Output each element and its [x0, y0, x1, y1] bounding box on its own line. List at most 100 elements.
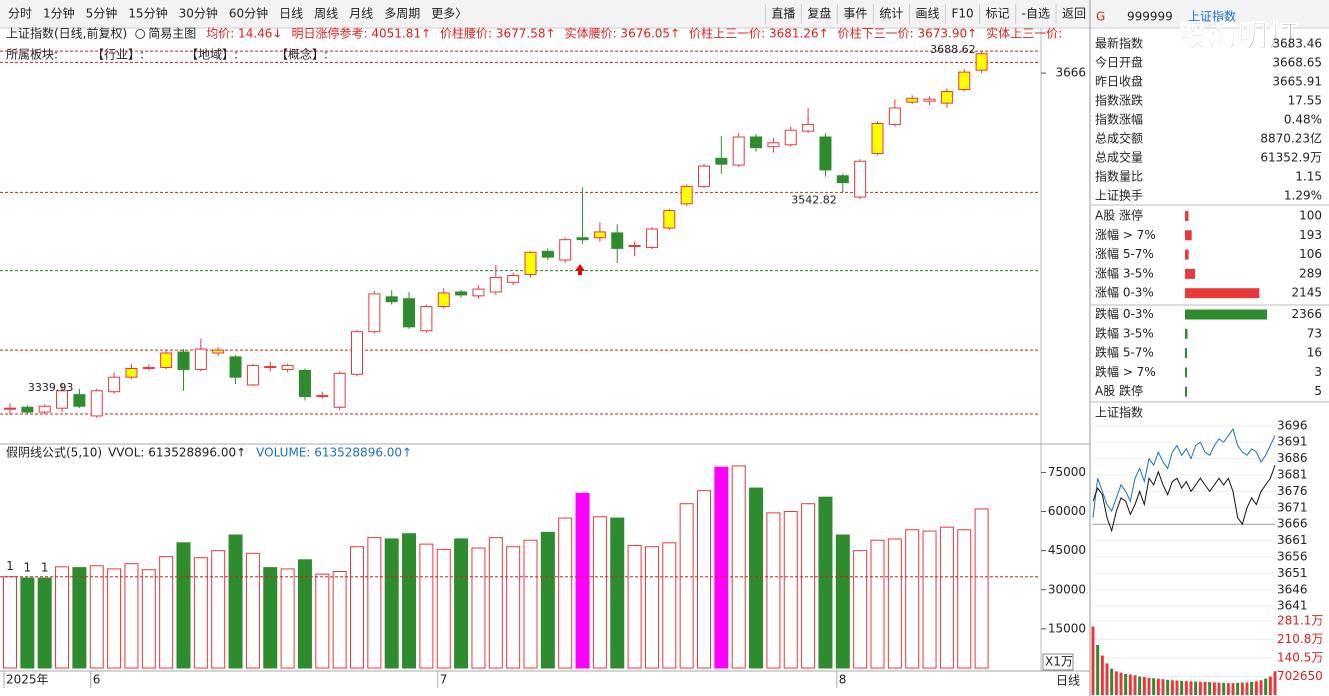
mini-volume — [1184, 681, 1188, 695]
mini-volume — [1240, 682, 1244, 695]
quote-value: 8870.23亿 — [1260, 131, 1322, 146]
flag-label: 1 — [41, 561, 49, 575]
tab[interactable]: 周线 — [314, 7, 338, 21]
mini-volume — [1212, 682, 1216, 695]
volume-bar — [193, 557, 208, 669]
mini-tick-label: 3656 — [1277, 549, 1308, 563]
toolbar-button[interactable]: 返回 — [1062, 7, 1086, 21]
dist-bar — [1185, 348, 1187, 359]
dist-value: 3 — [1314, 365, 1322, 379]
quote-label: 指数涨跌 — [1095, 93, 1143, 108]
dist-bar — [1185, 268, 1196, 279]
volume-bar — [766, 512, 781, 669]
info-item: 价柱腰价: 3677.58↑ — [440, 26, 556, 41]
tab[interactable]: 15分钟 — [128, 6, 167, 21]
quote-label: 指数涨幅 — [1095, 112, 1143, 127]
dist-bar — [1185, 249, 1189, 260]
volume-bar — [332, 571, 347, 669]
candle-body — [420, 306, 433, 332]
sector: 【行业】: — [92, 48, 144, 62]
watermark: 股海明灯 — [1178, 20, 1298, 55]
dist-value: 100 — [1299, 209, 1322, 223]
dist-bar — [1185, 230, 1192, 241]
candle-body — [593, 231, 606, 239]
candle-body — [125, 367, 138, 378]
candle-body — [663, 210, 676, 229]
candle-body — [836, 175, 849, 184]
mini-tick-label: 3661 — [1277, 533, 1308, 547]
tab[interactable]: 5分钟 — [86, 6, 118, 21]
volume-bar — [124, 563, 139, 669]
unit: X1万 — [1045, 655, 1073, 669]
mini-line — [1092, 427, 1276, 518]
mini-tick-label: 3646 — [1277, 582, 1308, 596]
candle-body — [333, 372, 346, 408]
dist-bar — [1185, 211, 1189, 221]
footer-label: 日线 — [1056, 674, 1080, 688]
candle-body — [489, 276, 502, 293]
mode[interactable]: 简易主图 — [148, 27, 196, 41]
chart-name: 上证指数(日线,前复权) — [6, 26, 127, 41]
toolbar-button[interactable]: 标记 — [986, 7, 1010, 21]
candle-body — [437, 292, 450, 308]
mini-volume — [1254, 681, 1258, 695]
dist-label: 涨幅 > 7% — [1095, 227, 1156, 242]
dist-value: 193 — [1299, 228, 1322, 242]
mini-volume — [1175, 680, 1179, 695]
candle-body — [385, 296, 398, 303]
toolbar-button[interactable]: 统计 — [879, 7, 903, 21]
candle-body — [541, 250, 554, 258]
toolbar-button[interactable]: F10 — [951, 7, 973, 21]
tab[interactable]: 更多〉 — [431, 7, 467, 21]
toolbar-button[interactable]: 画线 — [915, 7, 939, 21]
v-tick-label: 702650 — [1277, 669, 1323, 683]
tab[interactable]: 1分钟 — [43, 6, 75, 21]
y-tick-label: 15000 — [1048, 621, 1086, 635]
quote-value: 3683.46 — [1272, 37, 1322, 51]
volume-bar — [471, 547, 486, 669]
y-tick-label: 3666 — [1055, 66, 1086, 80]
tab[interactable]: 60分钟 — [229, 6, 268, 21]
mini-volume — [1203, 681, 1207, 695]
toolbar-button[interactable]: 复盘 — [807, 6, 831, 21]
mini-volume — [1110, 668, 1114, 695]
quote-value: 17.55 — [1288, 94, 1322, 108]
tab[interactable]: 30分钟 — [179, 6, 218, 21]
volume-bar — [714, 466, 729, 669]
candle-body — [264, 366, 277, 369]
mini-line — [1092, 465, 1276, 533]
volume-bar — [749, 487, 764, 669]
quote-label: 最新指数 — [1095, 36, 1143, 51]
mini-tick-label: 3671 — [1277, 500, 1308, 514]
y-tick-label: 60000 — [1048, 504, 1086, 518]
mini-volume — [1264, 678, 1268, 695]
tab[interactable]: 日线 — [279, 7, 303, 21]
tab[interactable]: 分时 — [8, 7, 32, 21]
toolbar-button[interactable]: 直播 — [771, 7, 795, 21]
mini-volume — [1105, 663, 1109, 695]
volume-bar — [72, 567, 87, 669]
mini-tick-label: 3686 — [1277, 451, 1308, 465]
candle-body — [73, 394, 86, 407]
candle-body — [524, 251, 537, 276]
candle-body — [4, 407, 16, 410]
candle-body — [455, 291, 468, 296]
candle-body — [802, 123, 815, 132]
toolbar-button[interactable]: 事件 — [843, 7, 867, 21]
toolbar-button[interactable]: -自选 — [1022, 7, 1050, 21]
candle-body — [21, 406, 34, 413]
tab[interactable]: 多周期 — [384, 7, 420, 21]
candle-body — [212, 349, 225, 354]
mini-volume — [1166, 679, 1170, 695]
volume-bar — [350, 546, 364, 669]
unit-box — [1042, 653, 1074, 671]
dist-label: 跌幅 0-3% — [1095, 306, 1154, 321]
x-tick-label: 2025年 — [6, 673, 49, 687]
volume-bar — [627, 544, 642, 669]
candle-body — [854, 160, 867, 198]
candle-body — [767, 142, 780, 148]
volume-bar — [506, 546, 521, 669]
tab[interactable]: 月线 — [349, 7, 373, 21]
quote-value: 0.48% — [1284, 113, 1322, 127]
